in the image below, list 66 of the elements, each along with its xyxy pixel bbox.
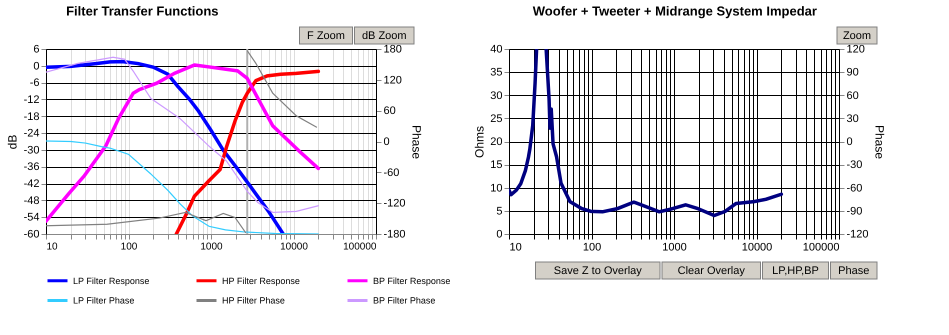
y-tick-label: -24 [24, 128, 40, 140]
x-tick-label: 10000 [280, 242, 308, 252]
y-tick-label: 10 [490, 182, 502, 194]
x-tick-label: 100 [120, 242, 138, 252]
y-tick-label: 15 [490, 159, 502, 172]
y2-tick-label: 30 [846, 112, 859, 125]
y2-tick-label: 0 [384, 136, 390, 148]
x-tick-label: 10 [510, 242, 522, 254]
x-tick-label: 1000 [662, 242, 687, 254]
x-tick-label: 100 [582, 242, 602, 254]
x-tick-label: 100000 [343, 242, 377, 252]
y2-axis-title: Phase [410, 124, 424, 160]
y-tick-label: -18 [24, 110, 40, 123]
y2-tick-label: 120 [384, 74, 402, 86]
y-tick-label: 5 [496, 205, 502, 218]
y-tick-label: -60 [24, 228, 40, 240]
text: F Zoom [307, 30, 345, 42]
y-tick-label: 0 [496, 228, 502, 240]
y-tick-label: -6 [30, 77, 40, 90]
legend-label: BP Filter Response [373, 276, 450, 286]
legend-label: HP Filter Response [222, 276, 300, 286]
y2-axis-title: Phase [872, 124, 887, 160]
legend-label: LP Filter Response [73, 276, 150, 286]
y-tick-label: 0 [33, 60, 40, 72]
y-tick-label: 25 [490, 112, 502, 125]
text: Zoom [842, 30, 872, 42]
y-tick-label: -54 [24, 212, 40, 224]
y-tick-label: -42 [24, 178, 40, 190]
x-tick-label: 1000 [200, 242, 224, 252]
y-tick-label: -48 [24, 194, 40, 207]
text: LP,HP,BP [772, 265, 819, 277]
y2-tick-label: -120 [846, 228, 869, 240]
y2-tick-label: 60 [384, 105, 396, 118]
y-axis-title: Ohms [472, 126, 486, 158]
y-tick-label: 30 [490, 90, 502, 102]
text: dB Zoom [362, 30, 407, 42]
text: Phase [838, 265, 870, 277]
text: Save Z to Overlay [554, 265, 642, 277]
legend-label: BP Filter Phase [373, 296, 436, 306]
y2-tick-label: -30 [846, 159, 862, 172]
x-tick-label: 10 [46, 242, 58, 252]
y2-tick-label: -90 [846, 205, 862, 218]
y-tick-label: 20 [490, 136, 502, 148]
y2-tick-label: -60 [384, 166, 400, 179]
y2-tick-label: 60 [846, 90, 859, 102]
legend-label: LP Filter Phase [73, 296, 134, 306]
y2-tick-label: 180 [384, 44, 402, 56]
y-tick-label: 40 [490, 44, 502, 56]
y2-tick-label: 120 [846, 44, 865, 56]
y2-tick-label: -60 [846, 182, 862, 194]
x-tick-label: 100000 [802, 242, 840, 254]
text: Clear Overlay [678, 265, 746, 277]
chart-title: Woofer + Tweeter + Midrange System Impedar [532, 4, 817, 18]
y-tick-label: -12 [24, 94, 40, 106]
chart-title: Filter Transfer Functions [66, 4, 219, 18]
y2-tick-label: -180 [384, 228, 406, 240]
x-tick-label: 10000 [742, 242, 772, 254]
y2-tick-label: -120 [384, 198, 406, 210]
y-tick-label: 6 [33, 44, 40, 56]
y-tick-label: 35 [490, 66, 502, 79]
y2-tick-label: 0 [846, 136, 853, 148]
y2-tick-label: 90 [846, 66, 859, 79]
y-tick-label: -30 [24, 144, 40, 156]
y-tick-label: -36 [24, 161, 40, 174]
legend-label: HP Filter Phase [222, 296, 285, 306]
y-axis-title: dB [6, 134, 20, 150]
